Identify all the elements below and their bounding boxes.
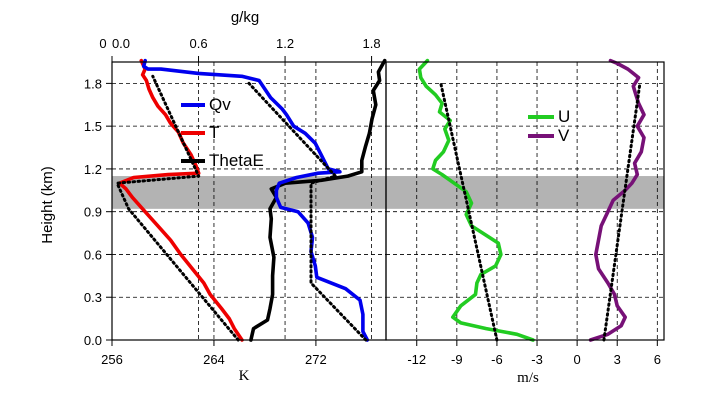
legend-label-u: U [558, 107, 570, 126]
x-tick-label-right: 6 [654, 352, 661, 367]
x-tick-label-bottom: 272 [305, 352, 327, 367]
y-tick-label: 0.6 [84, 247, 102, 262]
right-panel-series [417, 58, 646, 342]
left-panel-ticks: 0.0 0.3 0.6 0.9 1.2 1.5 1.8 256 264 272 0.0 0.6 1.2 1… [84, 36, 381, 367]
shaded-layer-band-left [112, 176, 386, 209]
reference-profile-dotted-line [439, 81, 499, 342]
x-tick-label-top-extra: 0 [99, 36, 106, 51]
left-panel-legend: Qv T ThetaE [181, 95, 264, 170]
y-tick-label: 0.3 [84, 290, 102, 305]
legend-label-v: V [558, 126, 570, 145]
legend-label-qv: Qv [209, 95, 231, 114]
x-tick-label-top: 1.2 [276, 36, 294, 51]
series-thetae-line [249, 58, 387, 342]
y-tick-label: 0.9 [84, 205, 102, 220]
x-tick-label-right: -6 [491, 352, 503, 367]
right-panel-frame [385, 61, 665, 341]
series-qv-line [141, 58, 370, 342]
top-axis-label: g/kg [231, 9, 259, 26]
legend-label-thetae: ThetaE [209, 151, 264, 170]
bottom-left-axis-label: K [239, 368, 250, 384]
y-axis-label: Height (km) [39, 166, 56, 244]
y-tick-label: 1.2 [84, 162, 102, 177]
x-tick-label-top: 1.8 [363, 36, 381, 51]
left-panel-series [115, 58, 387, 342]
x-tick-label-top: 0.6 [189, 36, 207, 51]
right-panel-grid [386, 62, 664, 340]
bottom-right-axis-label: m/s [517, 370, 539, 386]
shaded-layer-band-right [386, 176, 664, 209]
reference-profile-dotted-line [115, 74, 240, 342]
x-tick-label-right: -12 [407, 352, 426, 367]
reference-profile-dotted-line [247, 81, 368, 342]
reference-profile-dotted-line [602, 81, 642, 342]
y-tick-label: 1.5 [84, 119, 102, 134]
series-t-line [117, 58, 244, 342]
x-tick-label-right: -9 [451, 352, 463, 367]
x-tick-label-top: 0.0 [112, 36, 130, 51]
x-tick-label-right: -3 [531, 352, 543, 367]
y-tick-label: 0.0 [84, 333, 102, 348]
x-tick-label-bottom: 256 [101, 352, 123, 367]
right-panel-legend: UV [528, 107, 570, 145]
right-panel-ticks: -12 -9 -6 -3 0 3 6 [407, 340, 661, 367]
x-tick-label-right: 3 [614, 352, 621, 367]
series-v-line [588, 58, 646, 342]
x-tick-label-right: 0 [574, 352, 581, 367]
legend-label-t: T [209, 123, 219, 142]
y-tick-label: 1.8 [84, 76, 102, 91]
series-u-line [417, 58, 535, 342]
x-tick-label-bottom: 264 [203, 352, 225, 367]
